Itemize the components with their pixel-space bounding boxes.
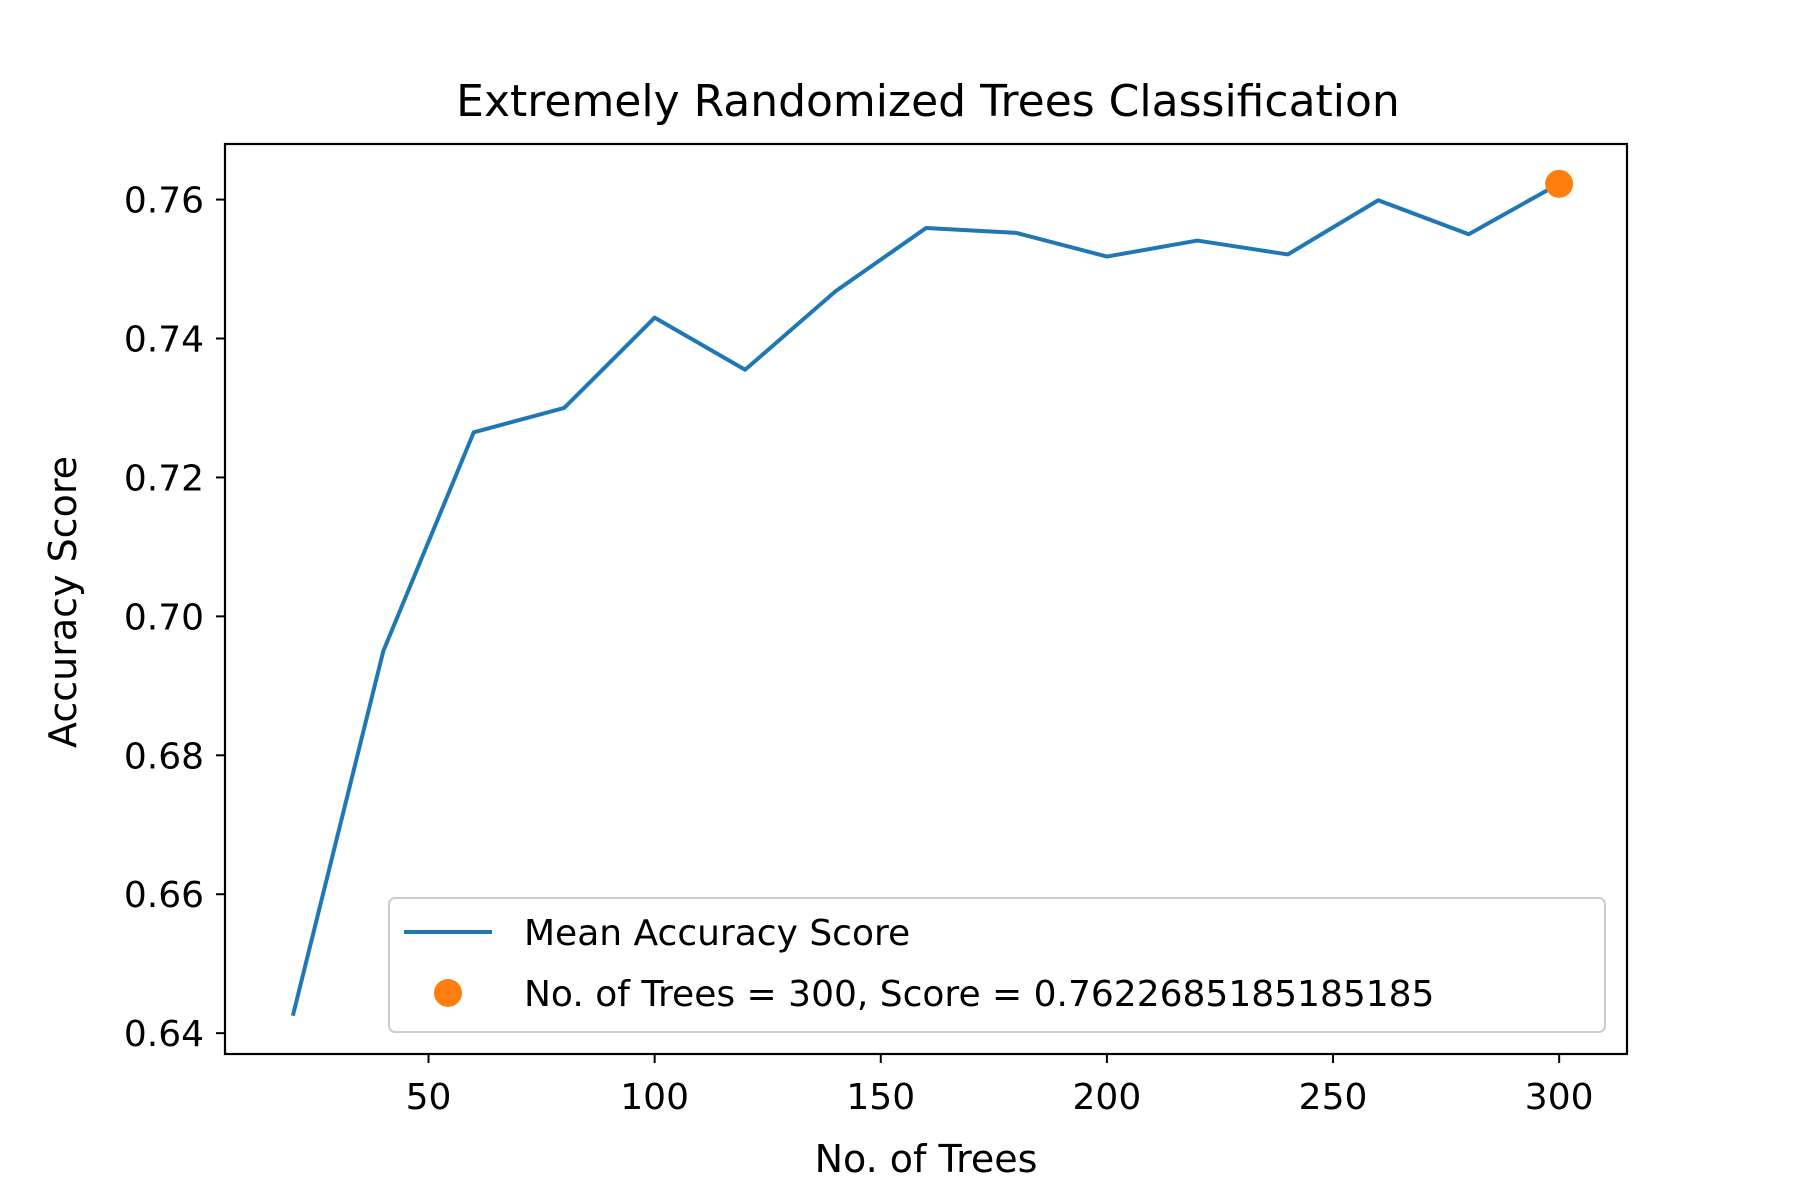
y-axis-label: Accuracy Score — [41, 456, 85, 748]
x-tick-label: 100 — [620, 1077, 689, 1118]
y-tick-label: 0.64 — [124, 1014, 204, 1055]
y-tick-label: 0.68 — [124, 736, 204, 777]
series-line-mean-accuracy — [290, 181, 1561, 1017]
series-layer — [290, 169, 1574, 1017]
x-tick-label: 50 — [406, 1077, 452, 1118]
axes-frame — [223, 142, 1629, 1056]
x-tick-label: 150 — [846, 1077, 915, 1118]
y-tick-label: 0.66 — [124, 875, 204, 916]
chart-title: Extremely Randomized Trees Classificatio… — [456, 76, 1400, 127]
legend: Mean Accuracy Score No. of Trees = 300, … — [388, 897, 1606, 1033]
legend-box — [388, 897, 1606, 1033]
y-tick-label: 0.76 — [124, 181, 204, 222]
plot-area: 50 100 150 200 250 300 0.640.660.680.700.720.… — [124, 142, 1629, 1118]
legend-entry-best-score: No. of Trees = 300, Score = 0.7622685185… — [524, 974, 1434, 1015]
y-tick-label: 0.70 — [124, 597, 204, 638]
y-tick-label: 0.74 — [124, 320, 204, 361]
x-axis-label: No. of Trees — [815, 1137, 1038, 1181]
best-score-point — [1545, 169, 1574, 198]
x-tick-label: 200 — [1073, 1077, 1142, 1118]
x-tick-label: 250 — [1299, 1077, 1368, 1118]
x-ticks: 50 100 150 200 250 300 — [406, 1054, 1594, 1118]
y-ticks: 0.64 0.66 0.68 0.70 0.72 0.74 0.76 — [124, 181, 225, 1055]
x-tick-label: 300 — [1525, 1077, 1594, 1118]
y-tick-label: 0.72 — [124, 458, 204, 499]
legend-entry-mean-accuracy: Mean Accuracy Score — [524, 913, 910, 954]
legend-marker-swatch — [434, 979, 462, 1007]
